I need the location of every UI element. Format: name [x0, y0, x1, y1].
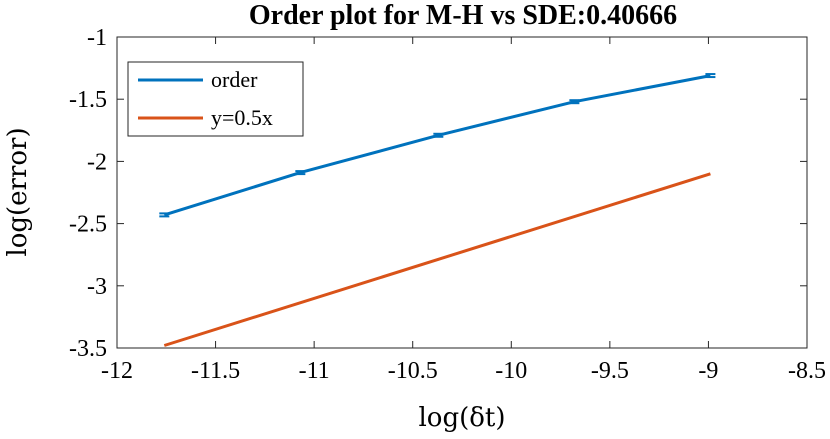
series-line-1	[163, 172, 711, 347]
y-axis-label: log(error)	[3, 127, 33, 256]
y-tick-label: -2.5	[69, 212, 107, 238]
x-tick-label: -10	[495, 358, 527, 384]
legend: order y=0.5x	[127, 61, 304, 137]
series-line-0	[163, 74, 711, 217]
chart-title: Order plot for M-H vs SDE:0.40666	[249, 0, 677, 31]
x-tick-label: -9	[698, 358, 718, 384]
series-layer	[159, 73, 716, 347]
x-tick-label: -10.5	[388, 358, 438, 384]
y-tick-label: -2	[87, 149, 107, 175]
legend-label-order: order	[211, 67, 258, 92]
x-tick-label: -9.5	[591, 358, 629, 384]
legend-label-half-slope: y=0.5x	[211, 105, 273, 130]
x-tick-label: -8.5	[788, 358, 826, 384]
x-tick-label: -11	[299, 358, 330, 384]
y-tick-label: -1.5	[69, 87, 107, 113]
x-axis-label: log(δt)	[418, 403, 505, 433]
x-tick-label: -12	[101, 358, 133, 384]
plot-frame	[116, 36, 808, 349]
y-tick-label: -3.5	[69, 336, 107, 362]
x-axis-ticks: -12 -11.5 -11 -10.5 -10 -9.5 -9 -8.5	[101, 37, 826, 384]
y-tick-label: -1	[87, 25, 107, 51]
legend-box	[127, 61, 304, 137]
y-axis-ticks: -1 -1.5 -2 -2.5 -3 -3.5	[69, 25, 807, 362]
y-tick-label: -3	[87, 274, 107, 300]
x-tick-label: -11.5	[191, 358, 240, 384]
